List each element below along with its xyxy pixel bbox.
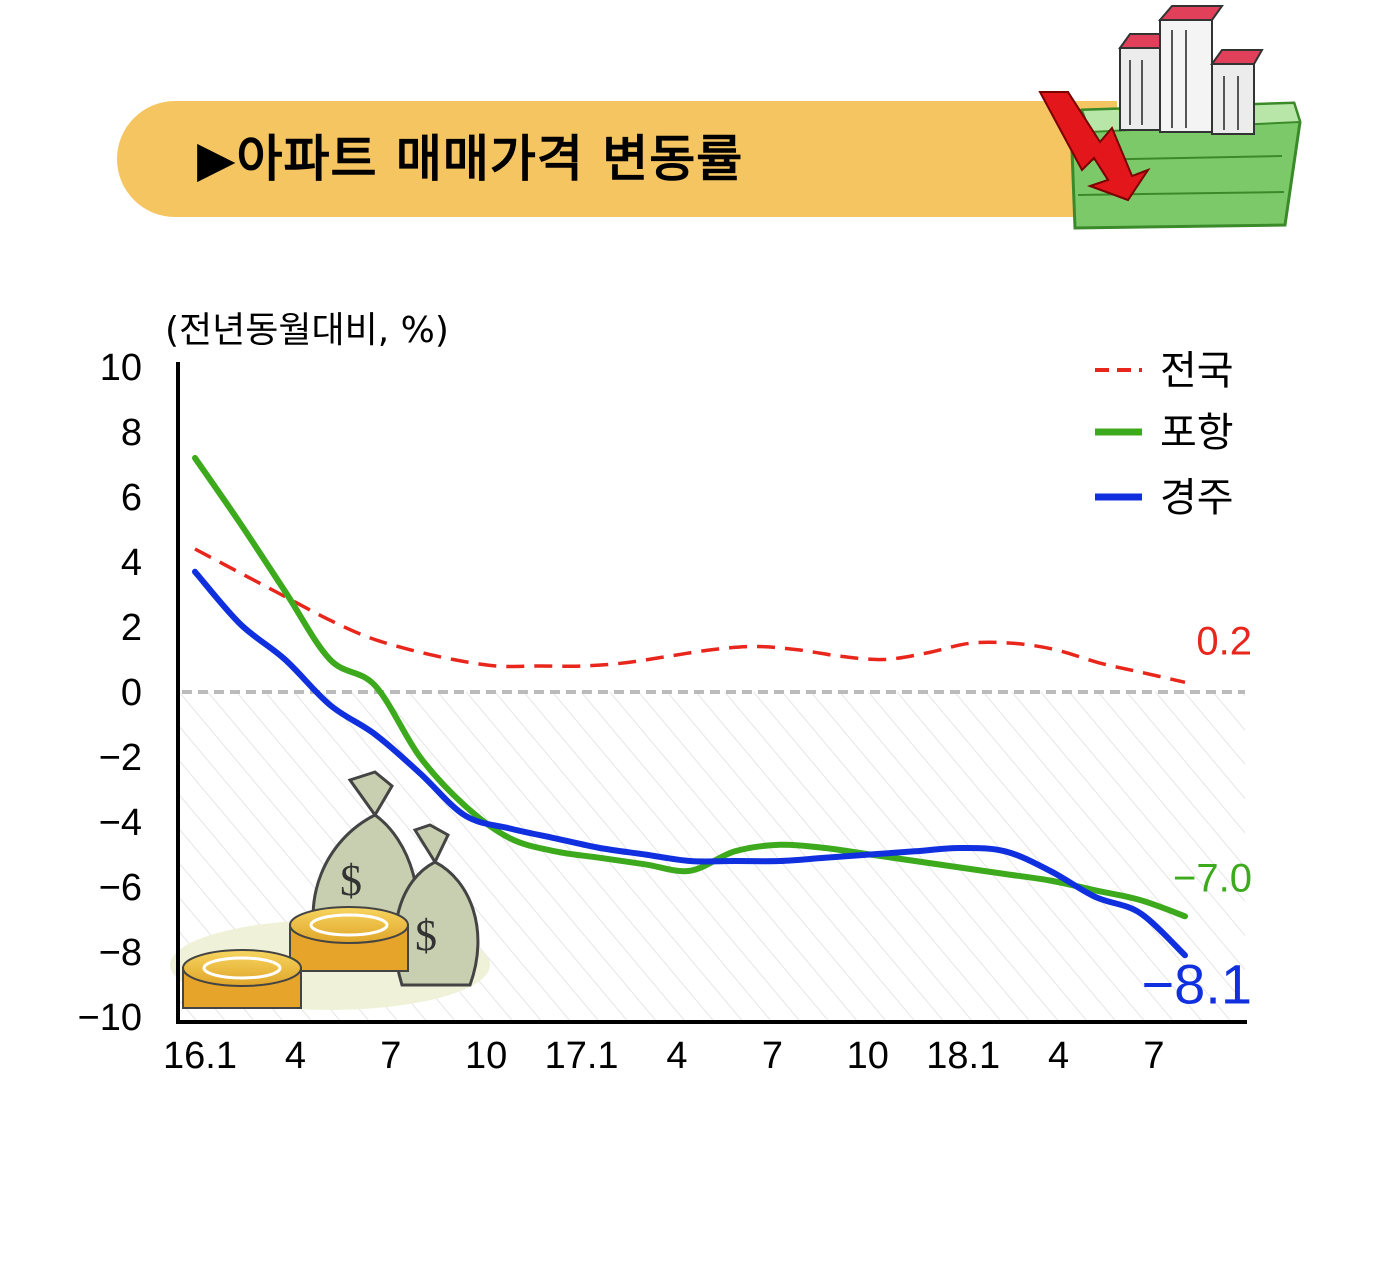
- legend-label-national: 전국: [1160, 348, 1234, 394]
- y-tick-label: 0: [121, 672, 142, 714]
- x-tick-label: 7: [762, 1035, 783, 1077]
- y-tick-label: −10: [78, 997, 142, 1039]
- money-illustration: $ $: [170, 770, 490, 1010]
- title-banner: ▶아파트 매매가격 변동률: [117, 101, 1117, 217]
- x-tick-label: 10: [465, 1035, 507, 1077]
- y-tick-label: −4: [99, 802, 142, 844]
- y-tick-label: 8: [121, 412, 142, 454]
- series-line-gyeongju: [192, 568, 1188, 959]
- x-tick-label: 10: [847, 1035, 889, 1077]
- end-label-pohang: −7.0: [1173, 856, 1252, 900]
- y-tick-label: 4: [121, 542, 142, 584]
- x-tick-label: 16.1: [163, 1035, 237, 1077]
- y-tick-label: −2: [99, 737, 142, 779]
- building-arrow-illustration: [1038, 5, 1302, 230]
- x-tick-label: 7: [380, 1035, 401, 1077]
- y-axis-unit-label: (전년동월대비, %): [165, 310, 449, 351]
- x-tick-label: 18.1: [926, 1035, 1000, 1077]
- x-tick-label: 17.1: [545, 1035, 619, 1077]
- svg-text:$: $: [415, 911, 437, 960]
- y-tick-label: 10: [100, 347, 142, 389]
- x-tick-label: 4: [285, 1035, 306, 1077]
- legend-label-gyeongju: 경주: [1160, 475, 1234, 521]
- x-tick-label: 7: [1143, 1035, 1164, 1077]
- x-tick-label: 4: [666, 1035, 687, 1077]
- series-line-pohang: [192, 455, 1188, 920]
- y-tick-label: 6: [121, 477, 142, 519]
- legend-label-pohang: 포항: [1160, 410, 1234, 456]
- series-line-national: [194, 547, 1186, 685]
- y-tick-label: −8: [99, 932, 142, 974]
- end-label-national: 0.2: [1196, 619, 1252, 663]
- chart-title: ▶아파트 매매가격 변동률: [197, 130, 744, 188]
- svg-text:$: $: [340, 856, 362, 905]
- x-tick-label: 4: [1048, 1035, 1069, 1077]
- y-tick-label: −6: [99, 867, 142, 909]
- end-label-gyeongju: −8.1: [1141, 952, 1252, 1015]
- y-tick-label: 2: [121, 607, 142, 649]
